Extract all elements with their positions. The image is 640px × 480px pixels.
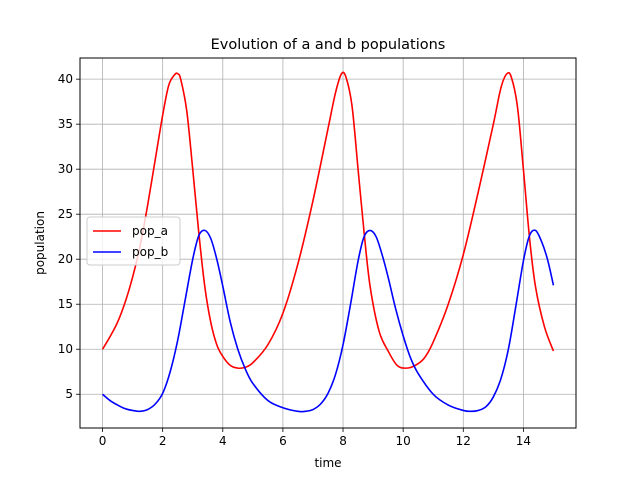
y-tick-label: 10 <box>58 342 73 356</box>
x-axis-label: time <box>314 456 341 470</box>
x-tick-label: 4 <box>219 434 227 448</box>
y-tick-label: 25 <box>58 207 73 221</box>
y-axis-label: population <box>33 211 47 275</box>
y-tick-label: 40 <box>58 72 73 86</box>
series-layer <box>101 71 555 413</box>
series-line-pop_b <box>102 229 555 413</box>
chart-title: Evolution of a and b populations <box>211 37 446 53</box>
axis-ticks: 0 2 4 6 8 10 12 14 5 10 15 20 25 30 35 40 <box>58 72 531 448</box>
x-tick-label: 12 <box>456 434 471 448</box>
x-tick-label: 10 <box>396 434 411 448</box>
y-tick-label: 35 <box>58 117 73 131</box>
x-tick-label: 14 <box>516 434 531 448</box>
legend-label-pop_b: pop_b <box>132 245 168 259</box>
legend-box <box>86 216 181 266</box>
x-tick-label: 0 <box>99 434 107 448</box>
legend-label-pop_a: pop_a <box>132 224 168 238</box>
y-tick-label: 30 <box>58 162 73 176</box>
series-line-pop_a <box>101 71 555 370</box>
x-tick-label: 2 <box>159 434 167 448</box>
y-tick-label: 15 <box>58 297 73 311</box>
x-tick-label: 6 <box>279 434 287 448</box>
y-tick-label: 20 <box>58 252 73 266</box>
y-tick-label: 5 <box>65 387 73 401</box>
x-tick-label: 8 <box>339 434 347 448</box>
axes-frame <box>79 57 577 429</box>
legend: pop_a pop_b <box>86 216 181 266</box>
